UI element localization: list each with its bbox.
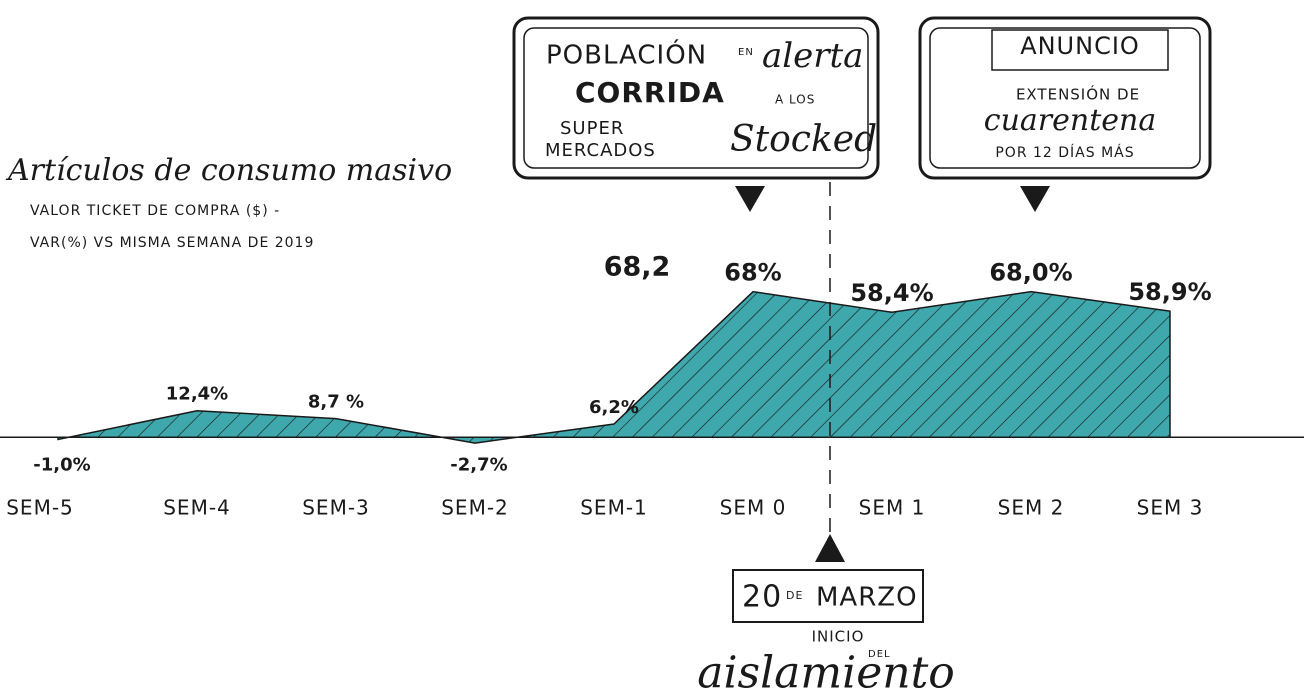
annotation-box: POBLACIÓN EN alerta CORRIDA A LOS SUPER … [512,16,880,212]
box-text: A LOS [775,93,815,107]
annotation-label: 68,2 [604,252,671,283]
x-tick-label: SEM-4 [163,496,231,520]
annotation-box: 20 DE MARZO INICIO DEL aislamiento [697,182,955,695]
x-tick-label: SEM 1 [859,496,926,520]
x-tick-label: SEM-3 [302,496,370,520]
value-label: -1,0% [33,454,90,475]
value-label: 6,2% [589,397,639,418]
box-text: DE [786,589,803,602]
x-tick-label: SEM-5 [6,496,74,520]
box-text: CORRIDA [575,76,725,109]
chart-title: Artículos de consumo masivo [5,153,452,188]
x-tick-label: SEM 3 [1137,496,1204,520]
box-text: INICIO [812,628,865,646]
value-label: 8,7 % [308,392,364,413]
banner [732,569,924,623]
value-label: 12,4% [166,384,228,405]
banner [991,29,1169,71]
box-text: aislamiento [697,648,955,695]
pointer [735,186,765,212]
x-tick-label: SEM 2 [998,496,1065,520]
box-text: MARZO [816,583,918,613]
value-label: 58,9% [1128,278,1211,306]
box-text: ANUNCIO [1020,32,1140,60]
value-label: -2,7% [450,454,507,475]
box-inner [929,27,1201,169]
box-text: EN [738,47,754,58]
pointer [815,534,845,562]
box-text: EXTENSIÓN DE [1016,85,1140,104]
value-label: 68% [724,259,781,287]
box-frame [512,16,880,180]
box-text: POBLACIÓN [546,39,707,71]
area-hatch [57,290,1171,444]
box-text: DEL [868,649,891,660]
subtitle: VALOR TICKET DE COMPRA ($) - [30,203,280,219]
plot-area [0,290,1304,444]
box-text: SUPER [560,118,624,139]
box-text: POR 12 DÍAS MÁS [995,144,1134,161]
x-tick-label: SEM-2 [441,496,509,520]
value-label: 58,4% [850,279,933,307]
x-tick-label: SEM-1 [580,496,648,520]
box-text: 20 [742,580,782,615]
value-label: 68,0% [989,259,1072,287]
box-text: alerta [762,36,863,76]
box-text: cuarentena [984,103,1156,138]
subtitle: VAR(%) VS MISMA SEMANA DE 2019 [30,235,314,251]
box-text: Stocked [730,119,877,160]
annotation-box: ANUNCIO EXTENSIÓN DE cuarentena POR 12 D… [918,16,1212,212]
box-text: MERCADOS [545,140,656,161]
pointer [1020,186,1050,212]
box-inner [523,27,869,169]
x-tick-label: SEM 0 [720,496,787,520]
